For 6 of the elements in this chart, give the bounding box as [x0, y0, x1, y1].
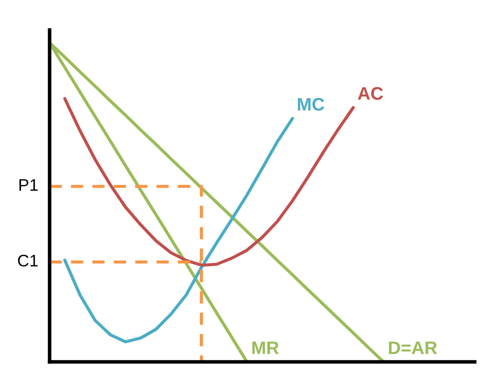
series-label: D=AR	[388, 342, 438, 354]
series-label: C1	[18, 254, 38, 267]
series-label: MR	[252, 342, 279, 354]
series-label: MC	[298, 98, 324, 111]
series-label: AC	[358, 87, 383, 100]
series-label: P1	[19, 179, 38, 191]
